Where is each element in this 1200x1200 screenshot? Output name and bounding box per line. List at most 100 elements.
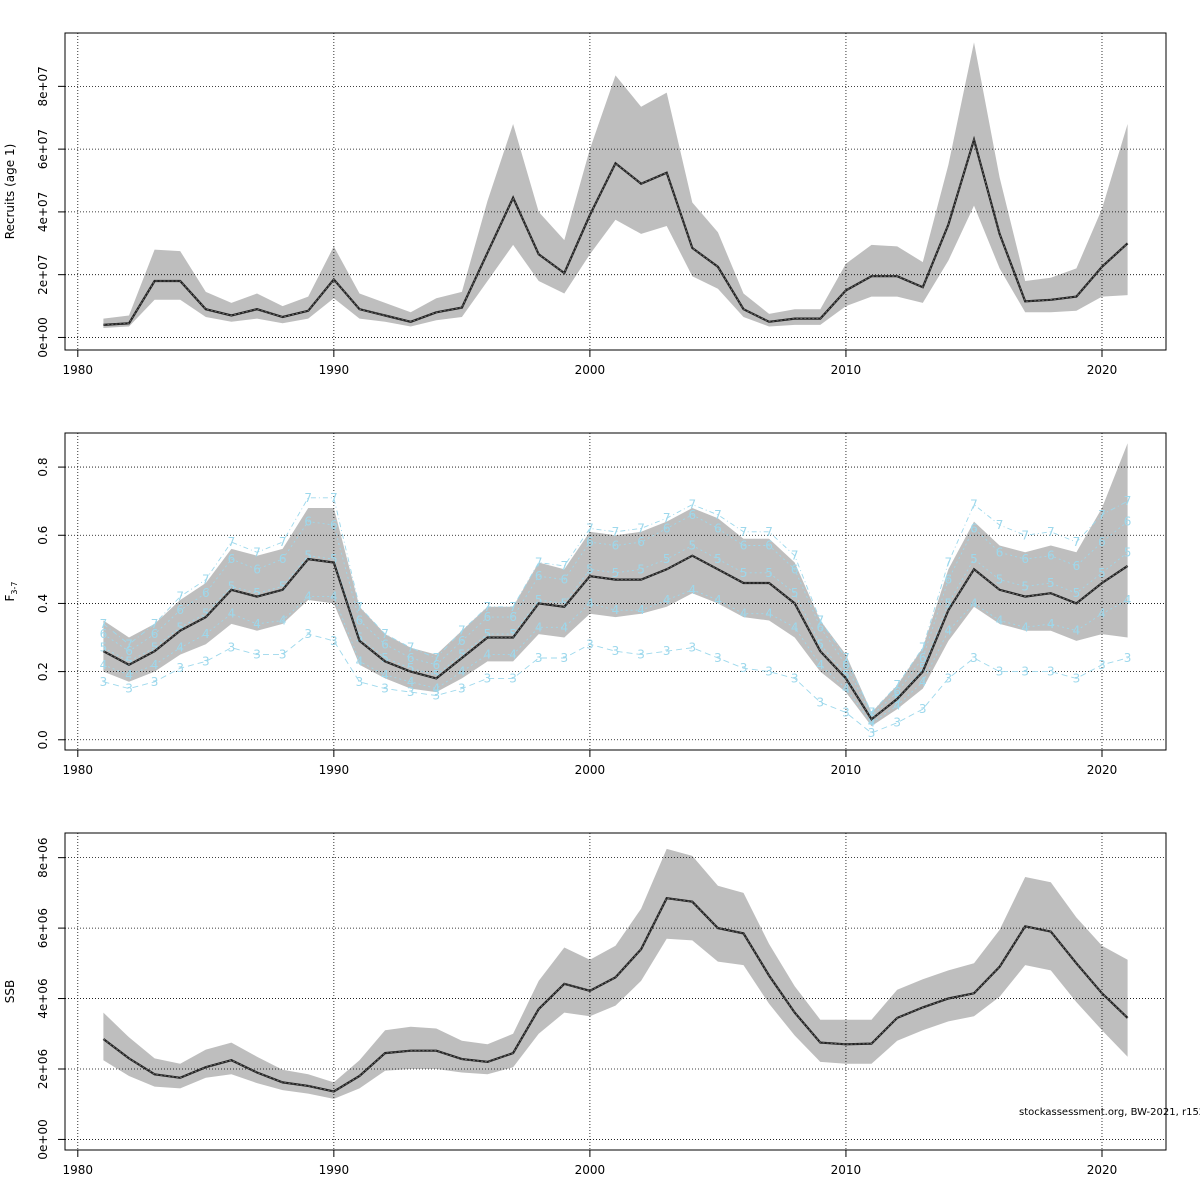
age-label: 4: [176, 641, 184, 655]
age-label: 3: [970, 651, 978, 665]
age-label: 6: [996, 545, 1004, 559]
age-label: 6: [484, 610, 492, 624]
age-label: 4: [663, 593, 671, 607]
x-tick-label: 1990: [319, 1163, 350, 1177]
age-label: 6: [740, 538, 748, 552]
age-label: 4: [1021, 620, 1029, 634]
age-label: 6: [945, 573, 953, 587]
y-tick-label: 0.6: [36, 526, 50, 545]
x-tick-label: 2020: [1087, 363, 1118, 377]
age-label: 4: [714, 593, 722, 607]
age-label: 3: [125, 682, 133, 696]
age-label: 4: [919, 675, 927, 689]
age-label: 4: [970, 596, 978, 610]
age-label: 7: [407, 641, 415, 655]
age-label: 4: [1047, 617, 1055, 631]
age-label: 3: [458, 682, 466, 696]
age-label: 6: [535, 569, 543, 583]
y-axis-label: Recruits (age 1): [3, 144, 17, 240]
age-label: 4: [381, 668, 389, 682]
age-label: 7: [484, 600, 492, 614]
y-tick-label: 6e+07: [36, 129, 50, 169]
age-label: 6: [970, 521, 978, 535]
y-tick-label: 0.2: [36, 662, 50, 681]
age-label: 5: [637, 562, 645, 576]
y-tick-label: 8e+07: [36, 66, 50, 106]
age-label: 6: [791, 562, 799, 576]
age-label: 4: [1124, 593, 1132, 607]
age-label: 4: [432, 682, 440, 696]
age-label: 5: [945, 596, 953, 610]
y-tick-label: 0.8: [36, 458, 50, 477]
age-label: 4: [535, 620, 543, 634]
age-label: 5: [381, 651, 389, 665]
age-label: 7: [740, 525, 748, 539]
age-label: 5: [791, 586, 799, 600]
age-label: 5: [458, 648, 466, 662]
age-label: 6: [356, 613, 364, 627]
age-label: 3: [176, 661, 184, 675]
age-label: 3: [714, 651, 722, 665]
age-label: 5: [688, 538, 696, 552]
age-label: 6: [1124, 515, 1132, 529]
age-label: 3: [688, 641, 696, 655]
age-label: 6: [381, 637, 389, 651]
age-label: 4: [125, 668, 133, 682]
age-label: 3: [1047, 665, 1055, 679]
age-label: 4: [817, 658, 825, 672]
age-label: 6: [202, 586, 210, 600]
age-label: 6: [304, 515, 312, 529]
age-label: 3: [1124, 651, 1132, 665]
age-label: 5: [1047, 576, 1055, 590]
age-line-4: [103, 589, 1128, 724]
age-label: 5: [253, 586, 261, 600]
age-label: 6: [868, 709, 876, 723]
age-label: 5: [765, 566, 773, 580]
age-label: 6: [637, 535, 645, 549]
age-label: 6: [1098, 535, 1106, 549]
age-line-6: [103, 514, 1128, 717]
age-label: 4: [407, 675, 415, 689]
age-label: 7: [1047, 525, 1055, 539]
age-label: 4: [637, 603, 645, 617]
age-label: 7: [1124, 494, 1132, 508]
age-label: 4: [151, 658, 159, 672]
confidence-band: [103, 848, 1128, 1099]
age-label: 6: [1073, 559, 1081, 573]
y-axis-label-subscript: 3-7: [10, 582, 19, 595]
age-label: 5: [612, 566, 620, 580]
age-label: 3: [253, 648, 261, 662]
age-label: 6: [817, 620, 825, 634]
age-label: 3: [279, 648, 287, 662]
age-label: 5: [1021, 579, 1029, 593]
age-label: 3: [996, 665, 1004, 679]
y-tick-label: 0e+00: [36, 317, 50, 357]
age-label: 3: [663, 644, 671, 658]
age-label: 7: [714, 508, 722, 522]
age-label: 3: [1073, 671, 1081, 685]
age-label: 7: [893, 678, 901, 692]
y-tick-label: 6e+06: [36, 908, 50, 948]
age-label: 4: [765, 607, 773, 621]
age-label: 5: [1098, 566, 1106, 580]
age-label: 4: [945, 624, 953, 638]
age-label: 3: [612, 644, 620, 658]
plot-frame: [64, 32, 1167, 351]
age-label: 4: [868, 716, 876, 730]
age-label: 7: [253, 545, 261, 559]
age-label: 3: [228, 641, 236, 655]
age-label: 5: [586, 562, 594, 576]
age-label: 6: [279, 552, 287, 566]
age-label: 3: [509, 671, 517, 685]
age-label: 4: [1098, 607, 1106, 621]
age-label: 7: [945, 556, 953, 570]
x-tick-label: 2010: [831, 763, 862, 777]
age-label: 5: [663, 552, 671, 566]
age-label: 5: [151, 641, 159, 655]
age-label: 5: [100, 641, 108, 655]
age-label: 3: [945, 671, 953, 685]
age-label: 7: [1021, 528, 1029, 542]
age-label: 4: [688, 583, 696, 597]
age-label: 6: [893, 685, 901, 699]
y-axis-label: SSB: [3, 980, 17, 1003]
